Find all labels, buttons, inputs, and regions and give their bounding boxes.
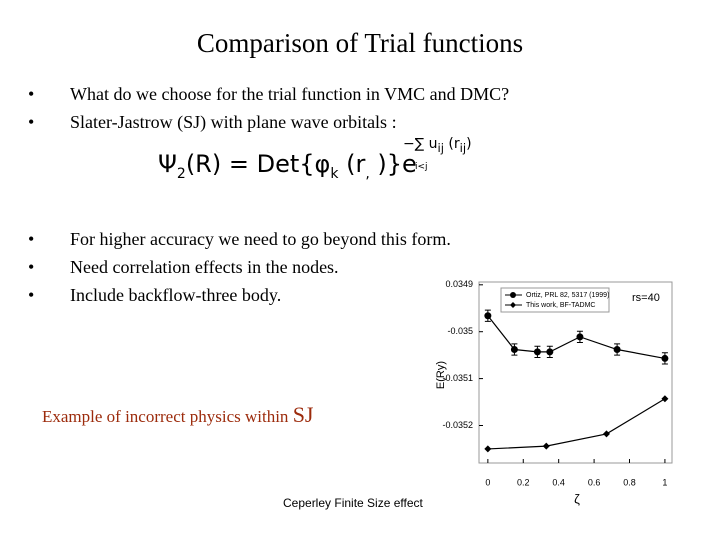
marker xyxy=(613,346,621,354)
marker xyxy=(546,348,554,356)
formula-sub: k xyxy=(330,165,339,182)
legend-marker xyxy=(510,302,516,308)
x-tick-label: 0.4 xyxy=(552,477,565,487)
formula-sub: , xyxy=(365,165,370,182)
x-axis-label: ζ xyxy=(574,491,580,506)
y-tick-label: -0.0351 xyxy=(442,373,473,383)
bullet: • Include backflow-three body. xyxy=(28,285,282,305)
formula-sub: ij xyxy=(459,140,467,155)
y-tick-label: -0.0352 xyxy=(442,420,473,430)
legend-label: This work, BF-TADMC xyxy=(526,302,595,309)
bullet-text: Need correlation effects in the nodes. xyxy=(70,257,339,277)
formula-part: −∑ u xyxy=(403,136,438,152)
note: Example of incorrect physics within SJ xyxy=(42,402,313,428)
formula-exponent: −∑ uij (rij) xyxy=(403,136,472,155)
marker xyxy=(533,348,541,356)
y-tick-label: 0.0349 xyxy=(445,279,473,289)
marker xyxy=(576,333,584,341)
bullet-text: For higher accuracy we need to go beyond… xyxy=(70,229,451,249)
formula-sub: 2 xyxy=(176,165,186,182)
marker xyxy=(484,445,492,453)
x-tick-label: 0.6 xyxy=(588,477,601,487)
x-tick-label: 0.8 xyxy=(623,477,636,487)
formula-sub: ij xyxy=(437,140,444,155)
formula-part: (r xyxy=(443,136,460,152)
x-tick-label: 1 xyxy=(662,477,667,487)
note-emphasis: SJ xyxy=(292,402,314,427)
legend-box xyxy=(500,287,610,313)
bullet: • Need correlation effects in the nodes. xyxy=(28,257,339,277)
plot-frame xyxy=(478,281,673,464)
annotation: rs=40 xyxy=(632,292,660,304)
series-line xyxy=(487,398,666,450)
x-tick-label: 0 xyxy=(485,477,490,487)
marker xyxy=(510,346,518,354)
marker xyxy=(661,354,669,362)
bullet-text: Include backflow-three body. xyxy=(70,285,282,305)
formula-part: (R) = Det{φ xyxy=(185,150,331,178)
formula: Ψ2(R) = Det{φk (r, )}e −∑ uij (rij) i<j xyxy=(158,136,472,182)
legend-marker xyxy=(510,292,516,298)
marker xyxy=(542,442,550,450)
bullet: • For higher accuracy we need to go beyon… xyxy=(28,229,451,249)
slide-title: Comparison of Trial functions xyxy=(196,28,524,58)
note-text: Example of incorrect physics within xyxy=(42,407,293,426)
bullet: • Slater-Jastrow (SJ) with plane wave orb… xyxy=(28,112,397,132)
x-tick-label: 0.2 xyxy=(517,477,530,487)
formula-index: i<j xyxy=(415,162,428,172)
bullet: • What do we choose for the trial functio… xyxy=(28,84,510,104)
legend-label: Ortiz, PRL 82, 5317 (1999) xyxy=(526,292,609,299)
footer: Ceperley Finite Size effect xyxy=(283,496,423,510)
marker xyxy=(484,312,492,320)
marker xyxy=(602,430,610,438)
y-tick-label: -0.035 xyxy=(447,326,473,336)
formula-part: ) xyxy=(466,136,472,152)
bullet-text: Slater-Jastrow (SJ) with plane wave orbi… xyxy=(70,112,397,132)
formula-part: (r xyxy=(338,150,366,178)
y-axis-label: E(Ry) xyxy=(435,361,447,389)
formula-part: )}e xyxy=(369,150,417,178)
marker xyxy=(661,395,669,403)
bullet-text: What do we choose for the trial function… xyxy=(70,84,510,104)
formula-part: Ψ xyxy=(158,150,177,178)
